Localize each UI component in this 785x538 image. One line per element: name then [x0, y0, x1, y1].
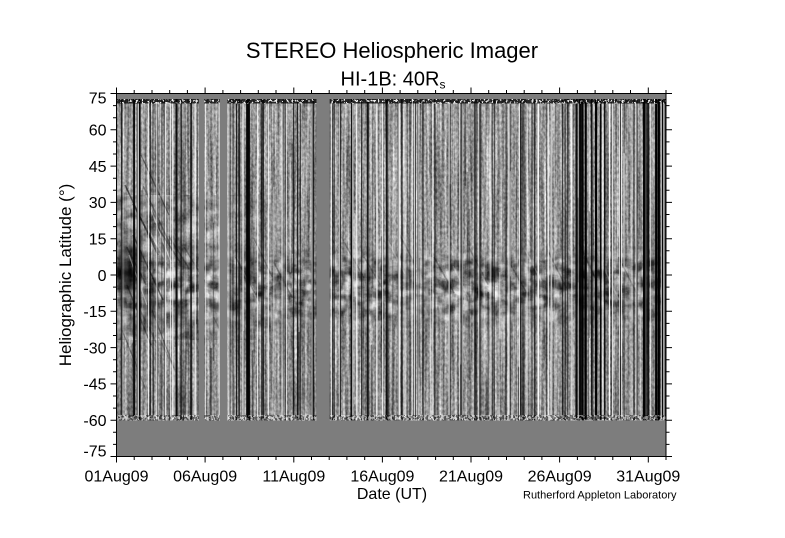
svg-text:-45: -45 [83, 377, 106, 394]
svg-text:Heliographic Latitude (°): Heliographic Latitude (°) [56, 184, 75, 367]
svg-text:0: 0 [98, 268, 107, 285]
svg-text:45: 45 [89, 159, 107, 176]
svg-text:Date (UT): Date (UT) [357, 486, 427, 503]
svg-text:06Aug09: 06Aug09 [173, 469, 237, 486]
svg-text:-30: -30 [83, 340, 106, 357]
svg-text:21Aug09: 21Aug09 [439, 469, 503, 486]
svg-text:31Aug09: 31Aug09 [616, 469, 680, 486]
svg-text:26Aug09: 26Aug09 [528, 469, 592, 486]
svg-text:11Aug09: 11Aug09 [262, 469, 325, 486]
svg-text:-75: -75 [83, 443, 106, 460]
svg-text:01Aug09: 01Aug09 [84, 469, 148, 486]
svg-text:-60: -60 [83, 413, 106, 430]
svg-text:30: 30 [89, 195, 107, 212]
svg-text:16Aug09: 16Aug09 [350, 469, 414, 486]
svg-text:STEREO Heliospheric Imager: STEREO Heliospheric Imager [246, 38, 538, 63]
svg-text:75: 75 [89, 90, 107, 107]
svg-text:-15: -15 [83, 304, 106, 321]
svg-text:15: 15 [89, 232, 107, 249]
svg-text:Rutherford Appleton Laboratory: Rutherford Appleton Laboratory [523, 490, 677, 502]
svg-text:HI-1B: 40Rs: HI-1B: 40Rs [341, 69, 446, 92]
svg-text:60: 60 [89, 123, 107, 140]
